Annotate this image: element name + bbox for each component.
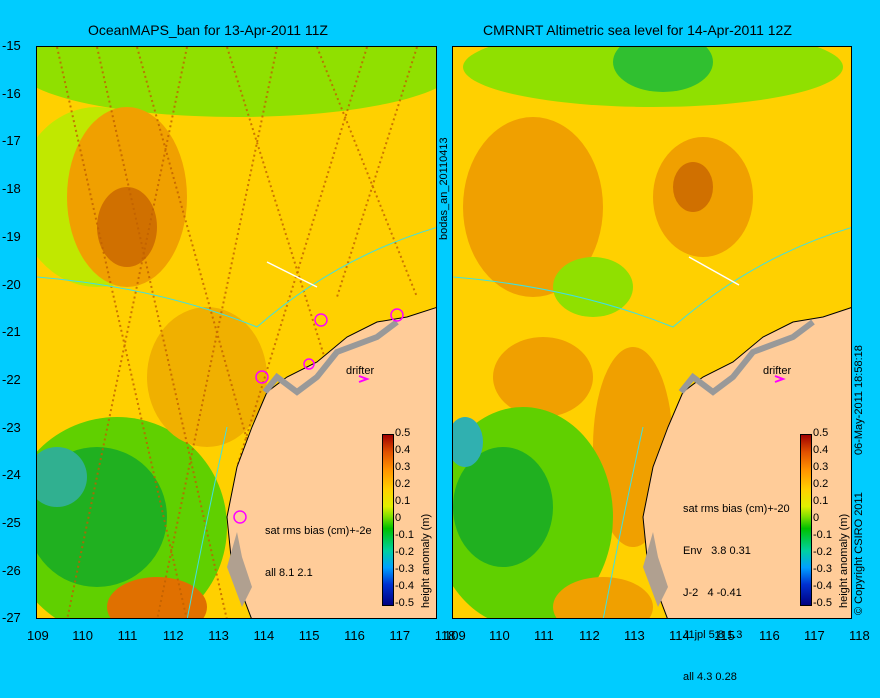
right-stats-row: Env 3.8 0.31 bbox=[683, 545, 751, 557]
colorbar-tick-label: 0 bbox=[813, 512, 820, 524]
y-tick-label: -16 bbox=[2, 85, 21, 101]
left-sea-level-map bbox=[37, 47, 436, 618]
right-x-tick-label: 109 bbox=[444, 628, 466, 643]
right-x-tick-label: 118 bbox=[849, 628, 870, 643]
y-tick-label: -22 bbox=[2, 371, 21, 387]
right-stats-row: all 4.3 0.28 bbox=[683, 671, 737, 683]
left-run-label: bodas_an_20110413 bbox=[438, 137, 450, 240]
left-x-tick-label: 118 bbox=[434, 628, 456, 643]
colorbar-tick-label: -0.2 bbox=[813, 546, 832, 558]
colorbar-tick-label: -0.3 bbox=[395, 563, 414, 575]
left-x-tick-label: 114 bbox=[253, 628, 275, 643]
left-stats-header: sat rms bias (cm)+-2e bbox=[265, 525, 372, 537]
right-panel-title: CMRNRT Altimetric sea level for 14-Apr-2… bbox=[483, 22, 792, 38]
left-x-tick-label: 116 bbox=[344, 628, 365, 643]
left-x-tick-label: 117 bbox=[389, 628, 411, 643]
y-tick-label: -19 bbox=[2, 228, 21, 244]
y-tick-label: -27 bbox=[2, 610, 21, 626]
y-tick-label: -26 bbox=[2, 562, 21, 578]
y-tick-label: -17 bbox=[2, 133, 21, 149]
right-x-tick-label: 117 bbox=[804, 628, 825, 643]
colorbar-tick-label: 0.5 bbox=[813, 427, 829, 439]
colorbar-tick-label: -0.5 bbox=[395, 597, 414, 609]
colorbar-tick-label: -0.5 bbox=[813, 597, 832, 609]
colorbar-tick-label: 0 bbox=[395, 512, 402, 524]
right-stats-header: sat rms bias (cm)+-20 bbox=[683, 503, 790, 515]
y-tick-label: -15 bbox=[2, 38, 21, 53]
right-x-tick-label: 115 bbox=[714, 628, 735, 643]
colorbar-tick-label: 0.2 bbox=[813, 478, 829, 490]
right-colorbar-label: height anomaly (m) bbox=[838, 513, 850, 608]
right-stats: sat rms bias (cm)+-20 Env 3.8 0.31 J-2 4… bbox=[683, 474, 790, 698]
colorbar-tick-label: -0.4 bbox=[813, 580, 832, 592]
left-stats: sat rms bias (cm)+-2e all 8.1 2.1 bbox=[265, 496, 372, 594]
colorbar-tick-label: 0.2 bbox=[395, 478, 411, 490]
y-tick-label: -24 bbox=[2, 467, 21, 483]
left-panel-title: OceanMAPS_ban for 13-Apr-2011 11Z bbox=[88, 22, 328, 38]
right-x-tick-label: 112 bbox=[579, 628, 600, 643]
colorbar-tick-label: 0.3 bbox=[813, 461, 829, 473]
colorbar-tick-label: 0.5 bbox=[395, 427, 411, 439]
left-x-tick-label: 110 bbox=[72, 628, 94, 643]
copyright-label: © Copyright CSIRO 2011 bbox=[853, 492, 865, 615]
left-x-tick-label: 113 bbox=[208, 628, 229, 643]
y-tick-label: -18 bbox=[2, 181, 21, 197]
colorbar-tick-label: -0.2 bbox=[395, 546, 414, 558]
right-drifter-label: drifter bbox=[763, 365, 792, 377]
right-x-tick-label: 111 bbox=[534, 628, 554, 643]
right-x-tick-label: 116 bbox=[759, 628, 780, 643]
colorbar-tick-label: 0.3 bbox=[395, 461, 411, 473]
timestamp-label: 06-May-2011 18:58:18 bbox=[853, 345, 865, 455]
right-stats-row: J-2 4 -0.41 bbox=[683, 587, 742, 599]
colorbar-tick-label: 0.4 bbox=[395, 444, 411, 456]
y-tick-label: -25 bbox=[2, 515, 21, 530]
right-x-tick-label: 113 bbox=[624, 628, 645, 643]
colorbar-tick-label: -0.1 bbox=[395, 529, 414, 541]
left-colorbar-label: height anomaly (m) bbox=[420, 513, 432, 608]
y-tick-label: -21 bbox=[2, 324, 21, 340]
right-x-tick-label: 114 bbox=[669, 628, 690, 643]
right-x-tick-label: 110 bbox=[489, 628, 510, 643]
colorbar-tick-label: 0.1 bbox=[813, 495, 829, 507]
right-sea-level-map bbox=[453, 47, 851, 618]
left-colorbar bbox=[382, 434, 394, 606]
left-x-tick-label: 115 bbox=[298, 628, 320, 643]
left-x-tick-label: 112 bbox=[162, 628, 184, 643]
colorbar-tick-label: 0.1 bbox=[395, 495, 411, 507]
left-drifter-label: drifter bbox=[346, 365, 375, 377]
left-map-panel bbox=[36, 46, 437, 619]
colorbar-tick-label: -0.3 bbox=[813, 563, 832, 575]
right-stats-row: J1jpl 5.8 1.3 bbox=[683, 629, 743, 641]
y-tick-label: -23 bbox=[2, 419, 21, 435]
left-x-tick-label: 109 bbox=[27, 628, 49, 643]
y-tick-label: -20 bbox=[2, 276, 21, 292]
colorbar-tick-label: -0.4 bbox=[395, 580, 414, 592]
left-stats-row: all 8.1 2.1 bbox=[265, 567, 313, 579]
right-map-panel bbox=[452, 46, 852, 619]
colorbar-tick-label: 0.4 bbox=[813, 444, 829, 456]
colorbar-tick-label: -0.1 bbox=[813, 529, 832, 541]
left-x-tick-label: 111 bbox=[117, 628, 138, 643]
right-colorbar bbox=[800, 434, 812, 606]
